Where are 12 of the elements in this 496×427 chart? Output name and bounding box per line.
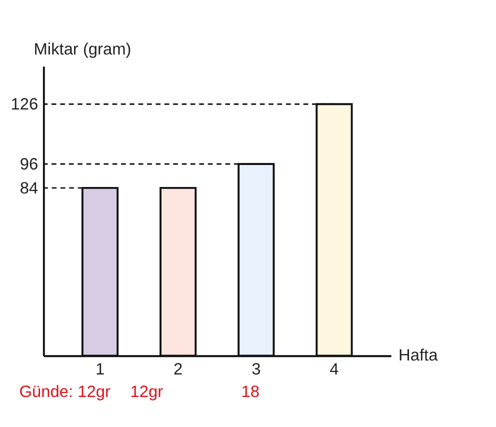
y-axis-title: Miktar (gram) bbox=[34, 40, 132, 59]
text: Günde: 12gr bbox=[19, 383, 111, 402]
x-tick-label: 1 bbox=[95, 360, 105, 378]
text: 18 bbox=[241, 383, 260, 402]
y-tick-label: 84 bbox=[20, 179, 38, 198]
x-axis-title: Hafta bbox=[398, 346, 439, 364]
y-tick-label: 96 bbox=[20, 155, 38, 174]
x-tick-label: 3 bbox=[252, 360, 261, 378]
y-tick-label: 126 bbox=[10, 95, 38, 114]
x-tick-label: 2 bbox=[174, 360, 183, 378]
text: 12gr bbox=[130, 383, 164, 402]
x-tick-label: 4 bbox=[330, 360, 339, 378]
